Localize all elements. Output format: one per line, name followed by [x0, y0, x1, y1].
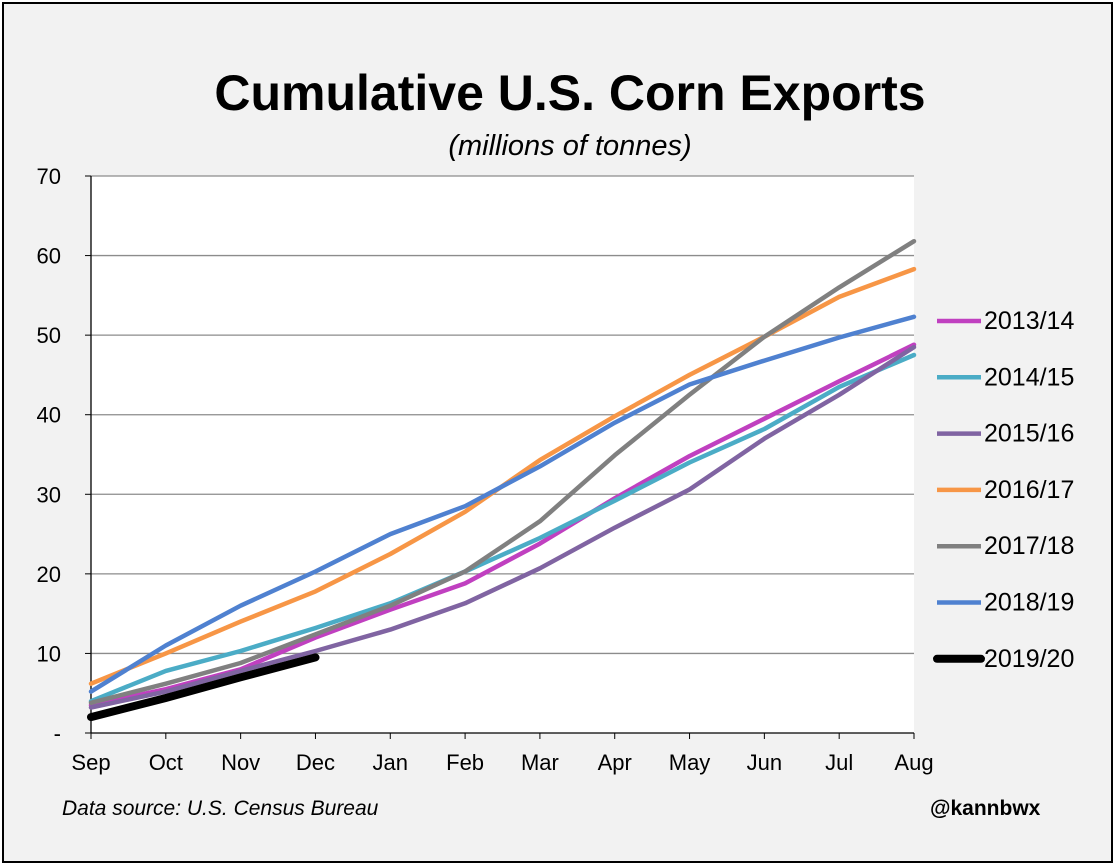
legend-label: 2017/18 — [984, 532, 1074, 560]
series-line-2014-15 — [88, 352, 917, 704]
legend-label: 2019/20 — [984, 645, 1074, 673]
axes — [85, 175, 915, 739]
y-tick-label: 40 — [37, 403, 61, 428]
x-tick-label: Jul — [825, 750, 853, 775]
y-tick-label: 70 — [37, 164, 61, 189]
y-tick-label: 30 — [37, 482, 61, 507]
x-tick-label: Jun — [747, 750, 782, 775]
series-line-2019-20 — [87, 653, 320, 722]
plot-area — [91, 176, 914, 733]
series-group — [87, 238, 917, 722]
y-tick-label: 10 — [37, 641, 61, 666]
x-tick-label: Mar — [521, 750, 559, 775]
x-tick-label: Jan — [373, 750, 408, 775]
x-tick-label: Feb — [446, 750, 484, 775]
legend-label: 2015/16 — [984, 420, 1074, 448]
legend-label: 2014/15 — [984, 363, 1074, 391]
series-line-2017-18 — [88, 238, 917, 706]
x-tick-label: Nov — [221, 750, 260, 775]
legend: 2013/14 2014/15 2015/16 2016/17 2017/18 2018/… — [933, 307, 1074, 673]
x-tick-label: Dec — [296, 750, 335, 775]
data-source-note: Data source: U.S. Census Bureau — [62, 797, 379, 820]
x-tick-label: May — [669, 750, 711, 775]
series-line-2018-19 — [88, 314, 917, 694]
series-line-2015-16 — [88, 344, 917, 710]
chart-subtitle: (millions of tonnes) — [448, 130, 692, 162]
y-tick-label: 60 — [37, 244, 61, 269]
y-tick-label: 50 — [37, 323, 61, 348]
x-tick-label: Oct — [149, 750, 183, 775]
x-axis-labels: Sep Oct Nov Dec Jan Feb Mar Apr May Jun Jul Aug — [71, 750, 933, 775]
legend-label: 2018/19 — [984, 589, 1074, 617]
y-tick-label: 20 — [37, 562, 61, 587]
x-tick-label: Aug — [894, 750, 933, 775]
author-handle: @kannbwx — [930, 797, 1041, 820]
gridlines — [91, 175, 914, 655]
x-tick-label: Sep — [71, 750, 110, 775]
y-tick-label: - — [54, 721, 61, 746]
legend-label: 2013/14 — [984, 307, 1074, 335]
x-tick-label: Apr — [598, 750, 632, 775]
chart-title: Cumulative U.S. Corn Exports — [214, 65, 926, 121]
y-axis-labels: - 10 20 30 40 50 60 70 — [37, 164, 61, 746]
legend-label: 2016/17 — [984, 476, 1074, 504]
